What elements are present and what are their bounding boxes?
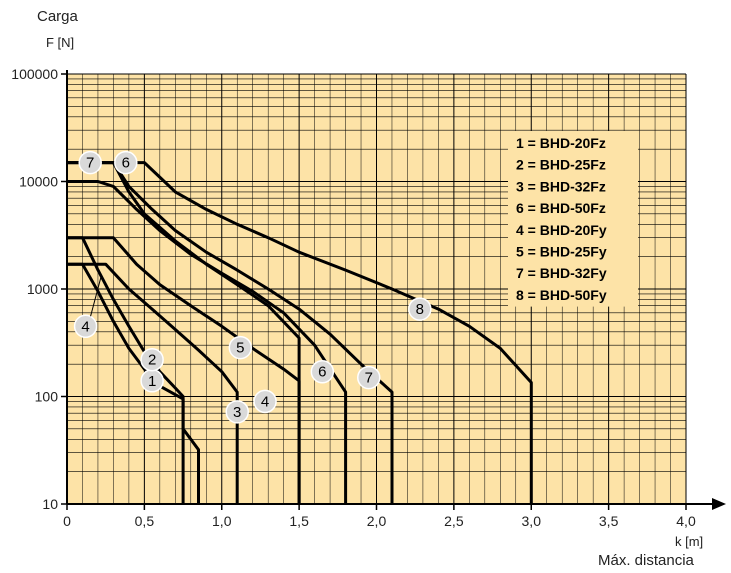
y-tick-label: 1000	[27, 281, 58, 297]
marker-circle-3	[225, 400, 249, 424]
legend-item: 2 = BHD-25Fz	[516, 157, 606, 173]
y-axis-title: Carga	[37, 8, 78, 25]
legend-box	[508, 131, 638, 307]
x-tick-label: 2,5	[444, 513, 464, 529]
marker-circle-7	[357, 365, 381, 390]
x-tick-label: 4,0	[676, 513, 696, 529]
marker-circle-5	[228, 335, 253, 360]
series-markers: 1 2 3 4 4 5 6 6 7 7 8	[73, 150, 432, 424]
x-axis-arrow	[712, 498, 726, 510]
legend: 1 = BHD-20Fz 2 = BHD-25Fz 3 = BHD-32Fz 6 = …	[508, 131, 638, 307]
axes: 0 0,5 1,0 1,5 2,0 2,5 3,0 3,5 4,0 10 100 1000 10000 1…	[11, 66, 726, 529]
legend-item: 1 = BHD-20Fz	[516, 135, 606, 151]
series-line-4	[67, 236, 301, 504]
marker-circle-4	[253, 389, 277, 414]
marker-leader	[90, 276, 102, 317]
series-line-7	[67, 161, 394, 504]
series-line-1	[67, 262, 185, 504]
legend-item: 4 = BHD-20Fy	[516, 222, 607, 238]
x-tick-label: 1,5	[289, 513, 309, 529]
legend-item: 7 = BHD-32Fy	[516, 265, 607, 281]
marker-label: 6	[122, 155, 130, 172]
x-tick-label: 3,0	[522, 513, 542, 529]
marker-label: 6	[318, 364, 326, 381]
marker-label: 3	[233, 404, 241, 421]
series-line-3	[67, 262, 239, 504]
legend-item: 3 = BHD-32Fz	[516, 178, 606, 194]
y-axis-unit: F [N]	[46, 35, 75, 50]
x-tick-label: 2,0	[367, 513, 387, 529]
marker-label: 7	[86, 155, 94, 172]
series-line-8	[67, 161, 533, 504]
y-tick-label: 100000	[11, 66, 58, 82]
marker-circle-7	[78, 150, 102, 175]
y-tick-label: 10	[42, 496, 58, 512]
x-tick-label: 0,5	[135, 513, 155, 529]
marker-label: 1	[148, 373, 156, 390]
x-tick-label: 3,5	[599, 513, 619, 529]
marker-circle-8	[408, 297, 432, 321]
marker-label: 5	[236, 340, 244, 357]
x-axis-title: Máx. distancia	[598, 552, 694, 569]
marker-circle-4	[73, 314, 98, 339]
x-axis-unit: k [m]	[675, 534, 704, 549]
legend-item: 6 = BHD-50Fz	[516, 200, 606, 216]
series-layer	[67, 161, 533, 504]
marker-label: 4	[261, 393, 269, 410]
marker-label: 7	[365, 370, 373, 387]
marker-label: 4	[81, 318, 89, 335]
x-tick-label: 0	[63, 513, 71, 529]
y-tick-label: 10000	[19, 174, 58, 190]
marker-label: 2	[148, 352, 156, 369]
marker-circle-2	[140, 347, 164, 372]
series-line-6	[67, 180, 348, 504]
marker-circle-6	[114, 150, 138, 175]
legend-item: 5 = BHD-25Fy	[516, 244, 607, 260]
marker-circle-6	[310, 359, 335, 384]
x-tick-label: 1,0	[212, 513, 232, 529]
marker-label: 8	[416, 301, 424, 318]
y-tick-label: 100	[35, 389, 59, 405]
legend-item: 8 = BHD-50Fy	[516, 287, 607, 303]
